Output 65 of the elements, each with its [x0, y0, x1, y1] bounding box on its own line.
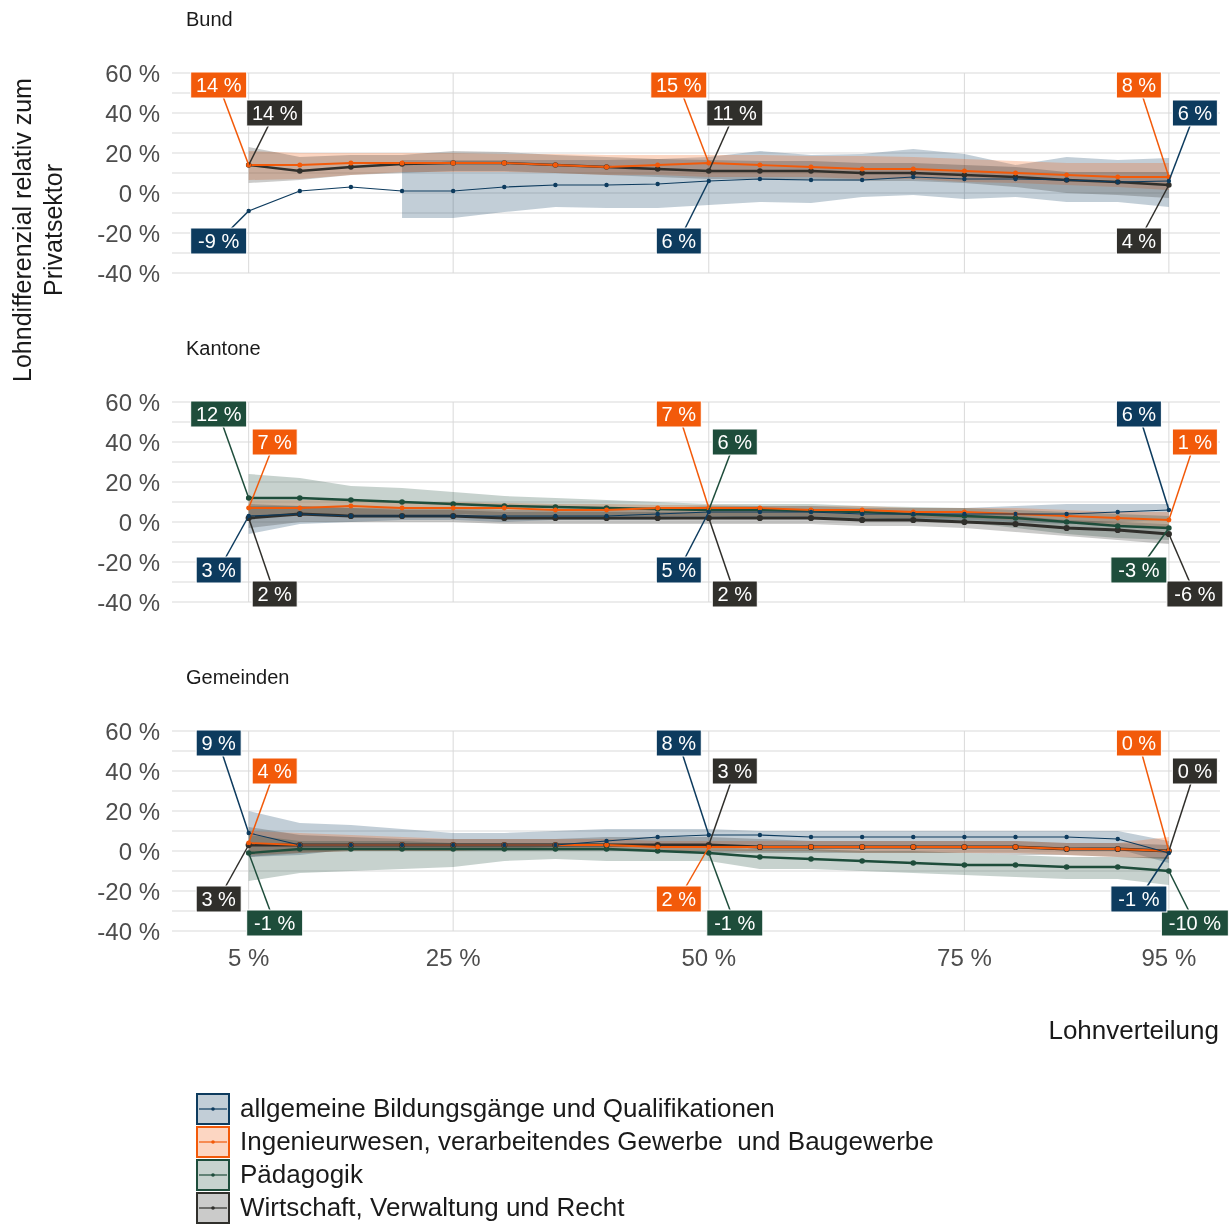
- y-tick-label: 40 %: [105, 99, 160, 127]
- data-label: -10 %: [1168, 912, 1222, 934]
- y-tick-label: 40 %: [105, 757, 160, 785]
- x-tick-label: 50 %: [681, 944, 737, 972]
- data-label: 6 %: [1177, 102, 1213, 124]
- data-label: 12 %: [195, 403, 242, 425]
- y-tick-label: -20 %: [97, 877, 160, 905]
- data-label: 7 %: [257, 431, 293, 453]
- data-label: 9 %: [201, 732, 237, 754]
- data-label: 2 %: [661, 888, 697, 910]
- y-tick-label: -40 %: [97, 588, 160, 616]
- data-label: 8 %: [661, 732, 697, 754]
- chart-title: Kantone: [186, 337, 261, 360]
- y-axis-title: Lohndifferenzial relativ zum Privatsektor: [7, 77, 68, 384]
- y-tick-label: -20 %: [97, 219, 160, 247]
- data-label: 5 %: [661, 559, 697, 581]
- data-label: 2 %: [717, 583, 753, 605]
- data-label: 3 %: [201, 888, 237, 910]
- x-tick-label: 5 %: [228, 944, 270, 972]
- data-label: 8 %: [1121, 74, 1157, 96]
- y-tick-label: 60 %: [105, 388, 160, 416]
- data-label: 6 %: [717, 431, 753, 453]
- y-tick-label: 60 %: [105, 717, 160, 745]
- data-label: 0 %: [1177, 760, 1213, 782]
- data-label: 15 %: [655, 74, 702, 96]
- data-label: 14 %: [251, 102, 298, 124]
- data-label: 3 %: [717, 760, 753, 782]
- data-label: 14 %: [195, 74, 242, 96]
- x-tick-label: 95 %: [1141, 944, 1197, 972]
- y-tick-label: -40 %: [97, 259, 160, 287]
- y-tick-label: 20 %: [105, 468, 160, 496]
- data-label: -1 %: [714, 912, 756, 934]
- y-tick-label: 0 %: [118, 508, 160, 536]
- data-label: 4 %: [1121, 230, 1157, 252]
- y-tick-label: 20 %: [105, 797, 160, 825]
- y-tick-label: 40 %: [105, 428, 160, 456]
- data-label: -3 %: [1118, 559, 1160, 581]
- chart-title: Gemeinden: [186, 666, 290, 689]
- data-label: 6 %: [1121, 403, 1157, 425]
- data-label: -1 %: [1118, 888, 1160, 910]
- legend-label: Ingenieurwesen, verarbeitendes Gewerbe und Baugewerbe: [240, 1126, 934, 1157]
- data-label: 0 %: [1121, 732, 1157, 754]
- data-label: 4 %: [257, 760, 293, 782]
- legend-label: Pädagogik: [240, 1159, 363, 1190]
- y-tick-label: 60 %: [105, 59, 160, 87]
- legend-label: allgemeine Bildungsgänge und Qualifikationen: [240, 1093, 775, 1124]
- data-label: -6 %: [1174, 583, 1216, 605]
- data-label: 6 %: [661, 230, 697, 252]
- data-label: 1 %: [1177, 431, 1213, 453]
- y-tick-label: 0 %: [118, 179, 160, 207]
- data-label: 11 %: [712, 102, 758, 124]
- y-tick-label: -20 %: [97, 548, 160, 576]
- x-tick-label: 75 %: [937, 944, 992, 972]
- y-tick-label: -40 %: [97, 917, 160, 945]
- data-label: -9 %: [198, 230, 240, 252]
- data-label: -1 %: [254, 912, 296, 934]
- data-label: 3 %: [201, 559, 237, 581]
- y-tick-label: 0 %: [118, 837, 160, 865]
- data-label: 2 %: [257, 583, 293, 605]
- data-label: 7 %: [661, 403, 697, 425]
- y-tick-label: 20 %: [105, 139, 160, 167]
- chart-title: Bund: [186, 8, 233, 31]
- legend-label: Wirtschaft, Verwaltung und Recht: [240, 1192, 625, 1223]
- x-tick-label: 25 %: [425, 944, 481, 972]
- x-axis-title: Lohnverteilung: [1048, 1015, 1219, 1046]
